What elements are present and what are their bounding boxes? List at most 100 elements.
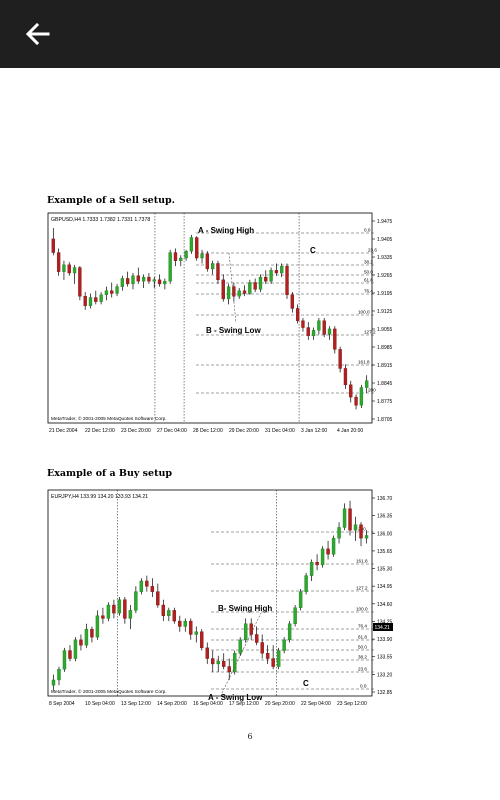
x-tick-label: 3 Jan 12:00 [301,428,327,434]
bear-candle [264,276,268,282]
bear-candle [68,650,72,659]
x-tick-label: 23 Dec 20:00 [121,428,151,434]
x-tick-label: 20 Sep 20:00 [265,701,295,707]
bear-candle [90,628,94,638]
bear-candle [349,384,353,398]
bear-candle [359,524,363,539]
page-number: 6 [247,732,253,741]
bull-candle [327,328,332,335]
y-tick-label: 1.9405 [377,237,393,243]
bear-candle [178,620,182,627]
bear-candle [271,658,275,667]
bull-candle [353,524,358,531]
bull-candle [117,599,122,614]
back-button[interactable] [18,14,58,54]
x-tick-label: 29 Dec 20:00 [229,428,259,434]
bear-candle [249,623,253,635]
bear-candle [322,320,326,335]
chart-symbol-header: GBPUSD,H4 1.7333 1.7382 1.7331 1.7378 [51,217,150,223]
bull-candle [128,610,133,619]
bear-candle [205,253,210,270]
bear-candle [147,276,151,282]
bear-candle [253,282,257,290]
bear-candle [343,368,348,386]
bear-candle [123,599,127,619]
bull-candle [320,548,325,566]
bull-candle [62,650,67,670]
bear-candle [221,279,225,300]
bull-candle [131,275,135,285]
y-tick-label: 1.9475 [377,219,393,225]
fib-level-label: 100.0 [358,310,370,315]
bull-candle [120,278,125,287]
swing-annotation: C [303,679,309,688]
swing-annotation: C [310,246,316,255]
current-price-badge [373,623,393,631]
bull-candle [115,286,119,294]
x-tick-label: 31 Dec 04:00 [265,428,295,434]
swing-annotation: A - Swing High [198,226,254,235]
bull-candle [57,669,61,681]
bear-candle [94,297,98,302]
fib-level-label: 200 [368,388,376,393]
bull-candle [183,620,187,627]
fib-level-label: 100.0 [356,607,368,612]
bull-candle [365,380,369,388]
platform-watermark: MetaTrader, © 2001-2005 MetaQuotes Softw… [51,688,167,695]
bull-candle [280,265,284,274]
y-tick-label: 1.9055 [377,327,393,333]
chart-symbol-header: EURJPY,H4 133.99 134.20 133.93 134.21 [51,494,148,500]
bear-candle [79,639,83,646]
x-tick-label: 23 Sep 12:00 [337,701,367,707]
fib-level-label: 61.8 [364,278,373,283]
fib-level-label: 38.2 [364,260,373,265]
bull-candle [276,650,281,667]
bull-candle [168,252,172,282]
bear-candle [265,652,270,659]
bear-candle [110,290,114,294]
y-tick-label: 134.60 [377,602,393,608]
bull-candle [210,263,215,270]
fib-level-label: 50.0 [358,645,367,650]
bear-candle [189,620,193,635]
swing-connector [228,252,237,324]
bull-candle [104,290,109,296]
bull-candle [248,282,252,294]
bear-candle [232,286,236,297]
bear-candle [211,658,215,665]
bear-candle [274,270,279,274]
bear-candle [101,615,105,619]
app-toolbar [0,0,500,68]
bear-candle [83,295,87,306]
y-tick-label: 132.85 [377,690,393,696]
bull-candle [269,270,273,282]
bull-candle [309,562,314,576]
bear-candle [156,591,160,606]
arrow-left-icon [25,22,50,46]
bull-candle [237,290,241,297]
bull-candle [73,639,78,659]
bull-candle [364,535,369,539]
bear-candle [150,586,155,592]
bear-candle [195,237,199,259]
y-tick-label: 136.70 [377,496,393,502]
x-tick-label: 13 Sep 12:00 [121,701,151,707]
y-tick-label: 133.20 [377,672,393,678]
bull-candle [88,297,93,306]
bear-candle [173,252,178,261]
y-tick-label: 1.8915 [377,363,393,369]
fib-level-label: 23.6 [358,667,367,672]
bull-candle [139,580,144,592]
x-tick-label: 27 Dec 04:00 [157,428,187,434]
y-tick-label: 1.8985 [377,345,393,351]
x-tick-label: 28 Dec 12:00 [193,428,223,434]
bull-candle [287,623,292,641]
bear-candle [315,562,319,566]
bear-candle [157,279,162,285]
y-tick-label: 1.8775 [377,399,393,405]
bear-candle [301,320,305,328]
y-tick-label: 1.9125 [377,309,393,315]
sell-chart-svg: GBPUSD,H4 1.7333 1.7382 1.7331 1.7378 0.0… [47,212,393,434]
bull-candle [99,294,103,302]
bull-candle [243,623,248,641]
